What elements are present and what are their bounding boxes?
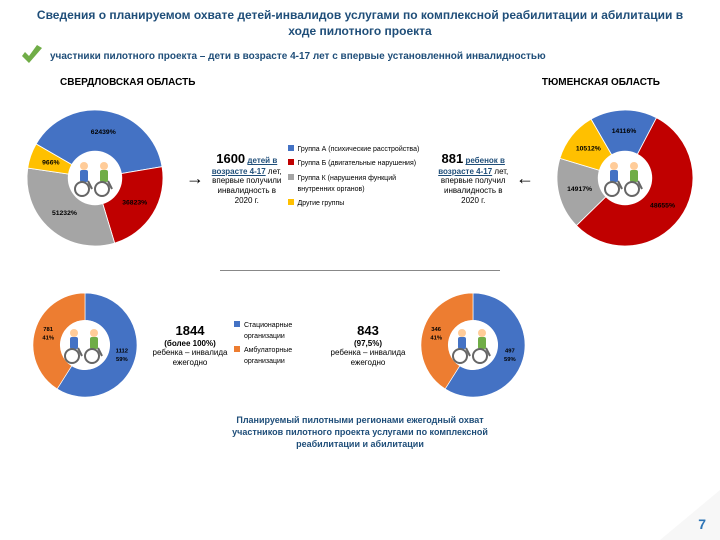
pie-right: 14116% 48655% 14917% 10512% (540, 93, 710, 263)
svg-text:62439%: 62439% (91, 129, 116, 136)
svg-text:1112: 1112 (116, 349, 129, 355)
svg-text:966%: 966% (42, 160, 59, 167)
legend-swatch (288, 159, 294, 165)
arrow-right-icon: → (180, 168, 210, 189)
legend-item: Другие группы (288, 198, 433, 209)
donut-right: 497 59% 346 41% (408, 280, 538, 410)
corner-decoration (660, 490, 720, 540)
upper-section: 62439% 36823% 51232% 966% → 1600 детей в во… (0, 88, 720, 268)
svg-text:41%: 41% (430, 336, 443, 342)
lower-stat-right: 843 (97,5%) ребенка – инвалида ежегодно (328, 323, 408, 367)
svg-text:14917%: 14917% (567, 186, 592, 193)
lower-section: 1112 59% 781 41% 1844 (более 100%) ребенка … (0, 275, 720, 415)
legend-swatch (288, 199, 294, 205)
wheelchair-icon (62, 322, 108, 368)
legend-swatch (234, 321, 240, 327)
check-icon (20, 45, 44, 67)
page-title: Сведения о планируемом охвате детей-инва… (0, 0, 720, 41)
svg-text:41%: 41% (42, 336, 55, 342)
svg-text:14116%: 14116% (612, 128, 637, 135)
svg-text:59%: 59% (116, 357, 129, 363)
svg-text:51232%: 51232% (52, 210, 77, 217)
legend-swatch (288, 145, 294, 151)
stat-left-num: 1600 (216, 151, 245, 166)
subtitle-text: участники пилотного проекта – дети в воз… (50, 51, 546, 62)
legend-label: Группа К (нарушения функций внутренних о… (298, 173, 433, 195)
legend-swatch (234, 346, 240, 352)
lower-left-rest: ребенка – инвалида ежегодно (150, 348, 230, 367)
legend-label: Другие группы (298, 198, 345, 209)
svg-text:59%: 59% (504, 357, 517, 363)
lower-stat-left: 1844 (более 100%) ребенка – инвалида еже… (150, 323, 230, 367)
legend-label: Амбулаторные организации (244, 345, 324, 367)
lower-left-paren: (более 100%) (150, 339, 230, 349)
arrow-left-icon: ← (510, 168, 540, 189)
divider (220, 270, 500, 271)
legend-label: Стационарные организации (244, 320, 324, 342)
legend-label: Группа Б (двигательные нарушения) (298, 158, 417, 169)
region-left: СВЕРДЛОВСКАЯ ОБЛАСТЬ (60, 77, 195, 88)
subtitle-row: участники пилотного проекта – дети в воз… (0, 41, 720, 71)
lower-right-rest: ребенка – инвалида ежегодно (328, 348, 408, 367)
stat-left: 1600 детей в возрасте 4-17 лет, впервые … (210, 151, 284, 205)
legend-item: Группа Б (двигательные нарушения) (288, 158, 433, 169)
regions-row: СВЕРДЛОВСКАЯ ОБЛАСТЬ ТЮМЕНСКАЯ ОБЛАСТЬ (0, 71, 720, 88)
footer-note: Планируемый пилотными регионами ежегодны… (220, 415, 500, 450)
wheelchair-icon (72, 155, 118, 201)
stat-right: 881 ребенок в возрасте 4-17 лет, впервые… (436, 151, 510, 205)
lower-left-num: 1844 (150, 323, 230, 339)
legend-swatch (288, 174, 294, 180)
svg-text:36823%: 36823% (122, 200, 147, 207)
legend-label: Группа А (психические расстройства) (298, 144, 420, 155)
svg-text:781: 781 (43, 327, 54, 333)
donut-left: 1112 59% 781 41% (20, 280, 150, 410)
svg-text:497: 497 (505, 349, 515, 355)
wheelchair-icon (602, 155, 648, 201)
stat-right-num: 881 (442, 151, 464, 166)
lower-right-paren: (97,5%) (328, 339, 408, 349)
region-right: ТЮМЕНСКАЯ ОБЛАСТЬ (542, 77, 660, 88)
pie-left: 62439% 36823% 51232% 966% (10, 93, 180, 263)
legend-item: Группа А (психические расстройства) (288, 144, 433, 155)
svg-text:346: 346 (431, 327, 442, 333)
svg-text:10512%: 10512% (576, 146, 601, 153)
legend-item: Амбулаторные организации (234, 345, 324, 367)
wheelchair-icon (450, 322, 496, 368)
legend-groups: Группа А (психические расстройства) Групп… (284, 144, 437, 212)
legend-item: Стационарные организации (234, 320, 324, 342)
legend-orgs: Стационарные организации Амбулаторные орг… (230, 320, 328, 371)
lower-right-num: 843 (328, 323, 408, 339)
legend-item: Группа К (нарушения функций внутренних о… (288, 173, 433, 195)
svg-text:48655%: 48655% (650, 203, 675, 210)
page-number: 7 (698, 516, 706, 532)
